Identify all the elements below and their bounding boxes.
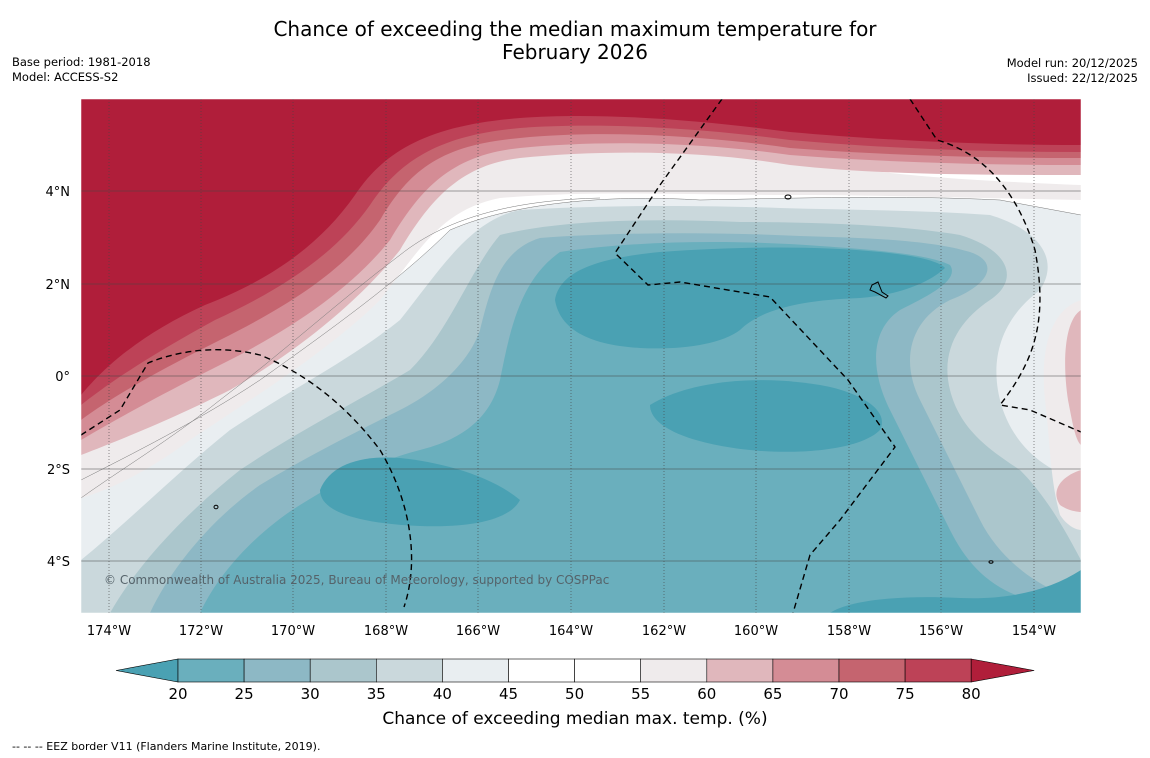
islands — [213, 194, 994, 564]
contour-65-east — [1065, 310, 1081, 445]
colorbar-swatch — [375, 658, 443, 683]
y-tick-label: 2°S — [47, 463, 70, 478]
contour-line-a — [81, 197, 1081, 481]
model-name: Model: ACCESS-S2 — [12, 70, 119, 84]
x-tick-label: 170°W — [271, 624, 315, 639]
eez-footnote: -- -- -- EEZ border V11 (Flanders Marine… — [12, 740, 321, 753]
contour-below-20-d — [830, 570, 1081, 613]
eez-borders — [81, 99, 1081, 613]
colorbar-tick-label: 50 — [565, 685, 584, 700]
colorbar-tick-label: 35 — [367, 685, 386, 700]
contour-below-20-a — [555, 247, 945, 349]
colorbar-label: Chance of exceeding median max. temp. (%… — [382, 709, 768, 729]
x-tick-label: 160°W — [734, 624, 778, 639]
x-tick-label: 154°W — [1012, 624, 1056, 639]
colorbar-tick-label: 30 — [301, 685, 320, 700]
y-tick-label: 0° — [55, 370, 70, 385]
eez-border-west — [81, 349, 413, 608]
contour-65-east-b — [1056, 470, 1081, 512]
colorbar-tick-label: 45 — [499, 685, 518, 700]
contour-below-20-c — [320, 457, 520, 527]
x-tick-label: 156°W — [919, 624, 963, 639]
colorbar-tick-label: 70 — [829, 685, 848, 700]
y-tick-label: 2°N — [46, 278, 71, 293]
colorbar-tick-label: 20 — [168, 685, 187, 700]
colorbar-ticks: 20 25 30 35 40 45 50 55 60 65 70 75 80 — [168, 685, 980, 700]
colorbar-swatch — [177, 658, 245, 683]
meta-right: Model run: 20/12/2025 Issued: 22/12/2025 — [1007, 56, 1138, 86]
colorbar-swatch — [574, 658, 641, 683]
colorbar-tick-label: 40 — [433, 685, 452, 700]
map-figure: © Commonwealth of Australia 2025, Bureau… — [46, 98, 1082, 700]
island-2 — [869, 281, 889, 299]
colorbar-tick-label: 75 — [896, 685, 915, 700]
colorbar-tick-label: 55 — [631, 685, 650, 700]
map-field: © Commonwealth of Australia 2025, Bureau… — [81, 99, 1081, 613]
colorbar-extend-high — [970, 658, 1035, 683]
colorbar-tick-label: 60 — [697, 685, 716, 700]
y-axis: 4°N 2°N 0° 2°S 4°S — [46, 185, 71, 570]
issued-date: Issued: 22/12/2025 — [1027, 71, 1138, 85]
island-4 — [988, 560, 994, 564]
eez-border-central — [614, 99, 896, 613]
x-axis: 174°W 172°W 170°W 168°W 166°W 164°W 162°… — [87, 624, 1056, 639]
model-run: Model run: 20/12/2025 — [1006, 56, 1138, 70]
colorbar-swatch — [772, 658, 840, 683]
x-tick-label: 172°W — [179, 624, 223, 639]
colorbar-swatch — [442, 658, 509, 683]
y-tick-label: 4°N — [46, 185, 71, 200]
contour-below-20-b — [650, 380, 882, 452]
map-title: Chance of exceeding the median maximum t… — [0, 18, 1150, 64]
colorbar-swatch — [243, 658, 311, 683]
copyright-notice: © Commonwealth of Australia 2025, Bureau… — [104, 573, 609, 587]
eez-border-east — [909, 99, 1081, 433]
base-period: Base period: 1981-2018 — [12, 55, 151, 69]
map-frame — [80, 98, 1082, 614]
x-tick-label: 174°W — [87, 624, 131, 639]
colorbar-swatch — [904, 658, 972, 683]
colorbar-swatch — [508, 658, 575, 683]
y-tick-label: 4°S — [47, 555, 70, 570]
colorbar-swatch — [706, 658, 774, 683]
colorbar-swatch — [838, 658, 906, 683]
colorbar-tick-label: 25 — [235, 685, 254, 700]
x-tick-label: 164°W — [549, 624, 593, 639]
meta-left: Base period: 1981-2018 Model: ACCESS-S2 — [12, 55, 151, 85]
island-1 — [784, 194, 792, 200]
x-tick-label: 158°W — [827, 624, 871, 639]
colorbar-extend-low — [115, 658, 179, 683]
title-line-2: February 2026 — [502, 40, 648, 64]
x-tick-label: 162°W — [642, 624, 686, 639]
colorbar-swatch — [309, 658, 377, 683]
island-3 — [213, 504, 219, 510]
x-tick-label: 168°W — [364, 624, 408, 639]
colorbar — [115, 658, 1035, 683]
contour-line-b — [81, 197, 601, 499]
gridlines-lat — [81, 190, 1081, 562]
colorbar-tick-label: 80 — [962, 685, 981, 700]
title-line-1: Chance of exceeding the median maximum t… — [273, 17, 877, 41]
x-tick-label: 166°W — [456, 624, 500, 639]
contour-above-80 — [81, 99, 1081, 395]
colorbar-swatch — [640, 658, 708, 683]
colorbar-tick-label: 65 — [763, 685, 782, 700]
